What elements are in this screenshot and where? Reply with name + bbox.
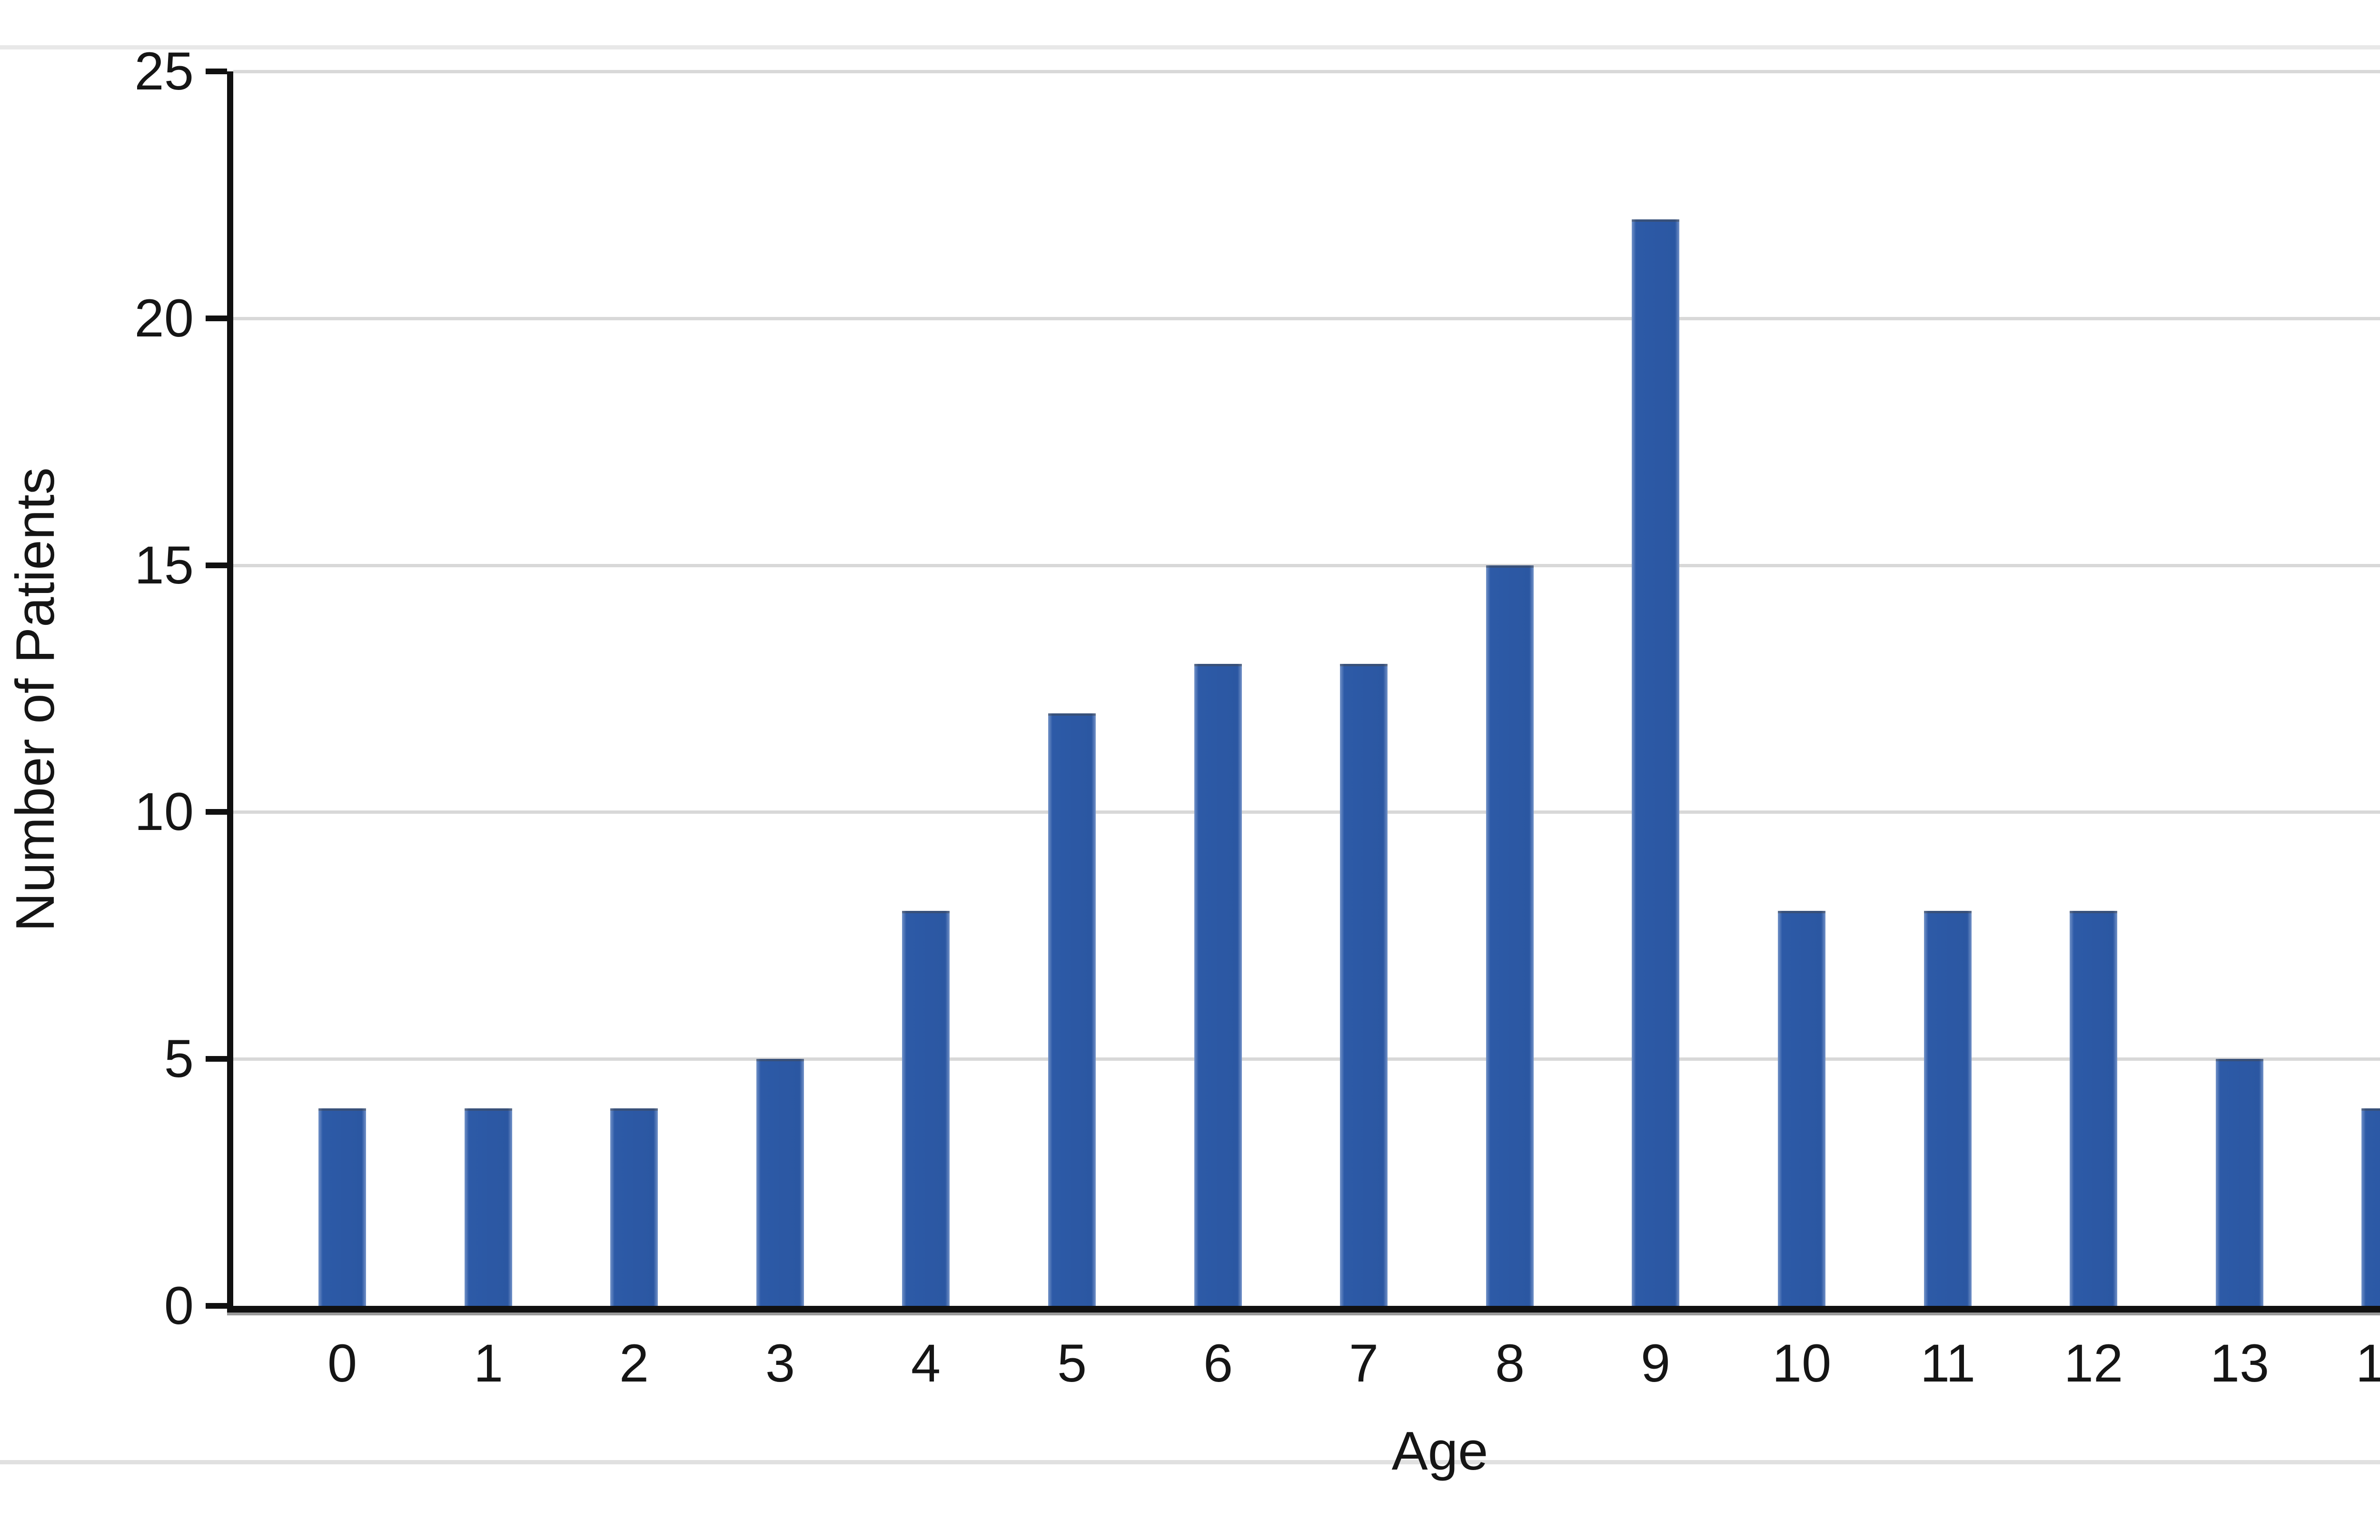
x-tick-label-0: 0 [327,1333,357,1393]
gridline-20 [233,317,2380,320]
bar-age-7 [1340,664,1388,1308]
bar-age-14 [2361,1108,2380,1308]
y-tick-label-5: 5 [164,1029,194,1088]
y-tick-label-10: 10 [134,782,194,841]
x-axis-line [227,1306,2380,1315]
y-tick-25 [206,69,227,74]
x-tick-label-11: 11 [1920,1333,1976,1393]
bar-age-1 [465,1108,512,1308]
x-tick-label-9: 9 [1640,1333,1671,1393]
x-tick-label-14: 14 [2355,1333,2380,1393]
y-tick-15 [206,563,227,568]
bar-age-13 [2216,1059,2263,1308]
bar-age-11 [1924,911,1972,1308]
x-tick-label-12: 12 [2063,1333,2123,1393]
x-axis-title: Age [1391,1421,1488,1481]
y-tick-5 [206,1056,227,1062]
y-axis-line [227,71,233,1313]
x-tick-label-4: 4 [911,1333,941,1393]
y-tick-label-15: 15 [134,535,194,595]
bar-age-9 [1632,219,1679,1308]
x-tick-label-8: 8 [1495,1333,1525,1393]
bar-age-6 [1194,664,1242,1308]
bar-age-3 [756,1059,804,1308]
gridline-5 [233,1057,2380,1061]
y-tick-0 [206,1303,227,1309]
x-tick-label-13: 13 [2210,1333,2270,1393]
bar-age-4 [902,911,950,1308]
gridline-25 [233,70,2380,73]
x-tick-label-2: 2 [619,1333,649,1393]
gridline-15 [233,564,2380,567]
x-tick-label-6: 6 [1203,1333,1233,1393]
x-tick-label-7: 7 [1349,1333,1379,1393]
x-tick-label-5: 5 [1057,1333,1087,1393]
y-tick-label-25: 25 [134,41,194,101]
bar-age-2 [610,1108,658,1308]
y-tick-label-20: 20 [134,288,194,348]
bar-age-12 [2070,911,2117,1308]
figure-bottom-border [0,1460,2380,1464]
figure-top-border [0,45,2380,49]
x-tick-label-10: 10 [1772,1333,1832,1393]
y-tick-10 [206,809,227,815]
bar-age-8 [1486,565,1534,1308]
y-tick-20 [206,316,227,321]
x-tick-label-1: 1 [473,1333,504,1393]
y-tick-label-0: 0 [164,1276,194,1335]
bar-age-5 [1048,713,1096,1308]
x-tick-label-3: 3 [765,1333,795,1393]
y-axis-title: Number of Patients [5,467,66,932]
gridline-10 [233,810,2380,814]
bar-age-10 [1778,911,1825,1308]
bar-age-0 [318,1108,366,1308]
